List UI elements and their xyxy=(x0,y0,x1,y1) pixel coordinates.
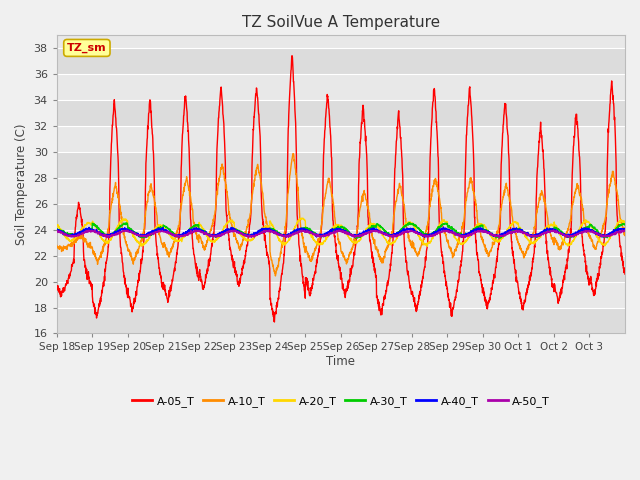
Title: TZ SoilVue A Temperature: TZ SoilVue A Temperature xyxy=(242,15,440,30)
Bar xyxy=(57,74,625,100)
Text: TZ_sm: TZ_sm xyxy=(67,43,107,53)
Legend: A-05_T, A-10_T, A-20_T, A-30_T, A-40_T, A-50_T: A-05_T, A-10_T, A-20_T, A-30_T, A-40_T, … xyxy=(127,392,554,411)
Bar xyxy=(57,204,625,230)
X-axis label: Time: Time xyxy=(326,355,355,368)
Bar xyxy=(57,100,625,126)
Bar xyxy=(57,126,625,152)
Bar xyxy=(57,308,625,334)
Bar xyxy=(57,230,625,256)
Bar xyxy=(57,282,625,308)
Bar xyxy=(57,178,625,204)
Y-axis label: Soil Temperature (C): Soil Temperature (C) xyxy=(15,124,28,245)
Bar xyxy=(57,48,625,74)
Bar xyxy=(57,152,625,178)
Bar xyxy=(57,256,625,282)
